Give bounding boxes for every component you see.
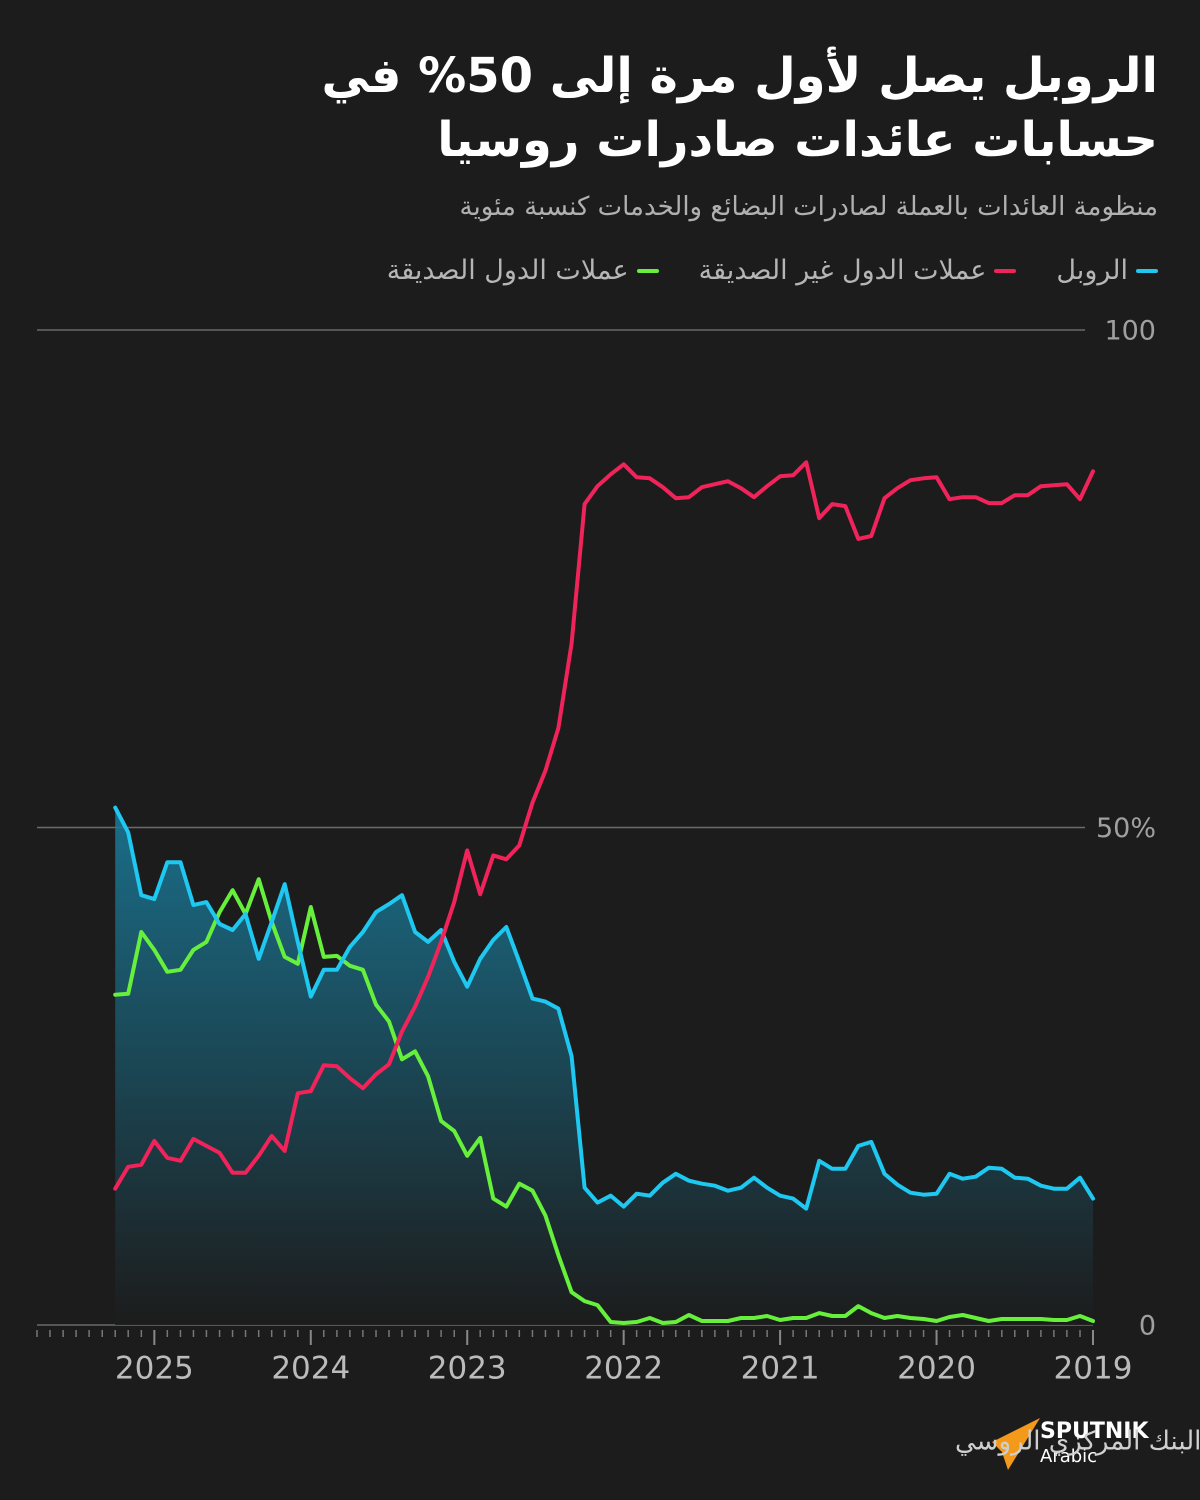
line: [113, 877, 1095, 1325]
x-tick-label: 2025: [115, 1351, 194, 1387]
y-tick-label: 0: [1139, 1311, 1156, 1342]
x-tick-label: 2022: [584, 1351, 663, 1387]
legend-item: عملات الدول الصديقة: [387, 255, 659, 286]
x-tick-label: 2021: [741, 1351, 820, 1387]
legend-item: عملات الدول غير الصديقة: [699, 255, 1017, 286]
legend-label: عملات الدول غير الصديقة: [698, 255, 987, 286]
x-tick-label: 2020: [897, 1351, 976, 1387]
x-tick-label: 2019: [1054, 1351, 1133, 1387]
legend-swatch: [636, 268, 659, 273]
chart-subtitle: منظومة العائدات بالعملة لصادرات البضائع …: [459, 192, 1158, 222]
x-tick-label: 2023: [428, 1351, 507, 1387]
legend-label: الروبل: [1056, 255, 1128, 286]
line: [113, 460, 1095, 1191]
logo-sub: Arabic: [1040, 1446, 1097, 1467]
y-tick-label: 100: [1104, 316, 1156, 347]
legend-swatch: [1136, 268, 1158, 273]
chart-title: حسابات عائدات صادرات روسيا: [437, 112, 1158, 168]
legend-label: عملات الدول الصديقة: [386, 255, 629, 286]
legend-swatch: [994, 268, 1017, 273]
logo-icon: [992, 1418, 1040, 1470]
logo-name: SPUTNIK: [1040, 1419, 1149, 1444]
line: [113, 805, 1095, 1211]
x-tick-label: 2024: [271, 1351, 350, 1387]
legend: الروبل عملات الدول غير الصديقة عملات الدول…: [387, 255, 1158, 286]
source: المصادر: بيانات البنك المركزي الروسي: [955, 1427, 1200, 1457]
legend-item: الروبل: [1056, 255, 1158, 286]
y-tick-label: 50%: [1096, 813, 1156, 844]
chart-title: الروبل يصل لأول مرة إلى 50% في: [321, 48, 1158, 104]
